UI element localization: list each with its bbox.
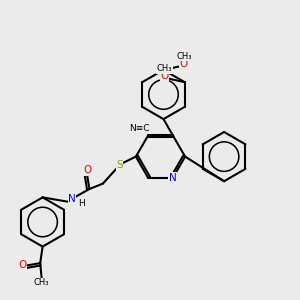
Text: O: O [160, 71, 169, 81]
Text: N≡C: N≡C [130, 124, 150, 133]
Text: O: O [84, 165, 92, 175]
Text: CH₃: CH₃ [34, 278, 50, 287]
Text: CH₃: CH₃ [176, 52, 192, 61]
Text: H: H [78, 199, 85, 208]
Text: O: O [18, 260, 26, 271]
Text: N: N [68, 194, 76, 205]
Text: N: N [169, 173, 177, 183]
Text: CH₃: CH₃ [157, 64, 172, 73]
Text: O: O [180, 59, 188, 69]
Text: S: S [116, 160, 123, 170]
